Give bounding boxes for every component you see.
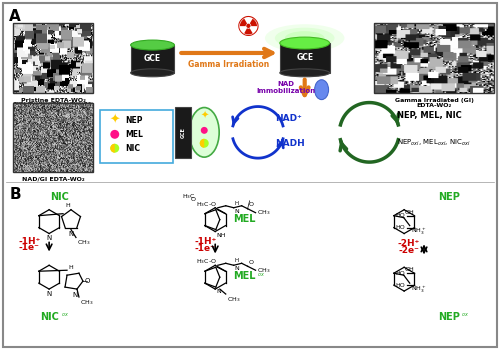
Text: H$_3$C: H$_3$C bbox=[182, 192, 196, 201]
Bar bbox=[374, 23, 494, 93]
Text: NADH: NADH bbox=[275, 139, 304, 148]
Text: ✦: ✦ bbox=[200, 111, 208, 120]
Text: -1e⁻: -1e⁻ bbox=[19, 244, 40, 252]
Text: GCE: GCE bbox=[144, 55, 161, 63]
Ellipse shape bbox=[285, 31, 325, 45]
Text: B: B bbox=[10, 187, 21, 202]
Text: A: A bbox=[10, 9, 21, 25]
FancyBboxPatch shape bbox=[100, 110, 174, 163]
Text: O: O bbox=[190, 197, 196, 202]
Text: NH$_3^+$: NH$_3^+$ bbox=[410, 226, 426, 237]
Text: GCE: GCE bbox=[181, 127, 186, 138]
FancyBboxPatch shape bbox=[130, 45, 174, 73]
Bar bbox=[14, 23, 93, 93]
Text: NAD
Immobilization: NAD Immobilization bbox=[256, 81, 316, 94]
Text: $^{ox}$: $^{ox}$ bbox=[61, 312, 69, 318]
Text: O: O bbox=[248, 260, 254, 265]
Text: NEP: NEP bbox=[438, 312, 460, 322]
Ellipse shape bbox=[190, 107, 219, 157]
Text: N: N bbox=[217, 289, 222, 294]
Ellipse shape bbox=[130, 40, 174, 50]
Text: H$_3$C-O: H$_3$C-O bbox=[196, 200, 216, 209]
Text: N: N bbox=[72, 292, 78, 298]
Ellipse shape bbox=[314, 80, 328, 100]
Text: CH$_3$: CH$_3$ bbox=[226, 295, 240, 304]
Ellipse shape bbox=[201, 127, 207, 134]
Text: NH: NH bbox=[217, 232, 226, 238]
Text: NEP$_{oxi}$, MEL$_{oxi}$, NIC$_{oxi}$: NEP$_{oxi}$, MEL$_{oxi}$, NIC$_{oxi}$ bbox=[397, 138, 471, 148]
Text: CH$_3$: CH$_3$ bbox=[256, 266, 270, 275]
Ellipse shape bbox=[110, 144, 119, 153]
Text: Gamma Irradiation: Gamma Irradiation bbox=[188, 60, 270, 69]
FancyBboxPatch shape bbox=[176, 106, 192, 158]
Ellipse shape bbox=[265, 24, 344, 52]
Ellipse shape bbox=[280, 69, 330, 77]
Text: HO: HO bbox=[396, 213, 406, 218]
Text: -1H⁺: -1H⁺ bbox=[194, 238, 216, 246]
Text: N: N bbox=[234, 209, 240, 214]
Text: Pristine EDTA-WO₂: Pristine EDTA-WO₂ bbox=[20, 98, 86, 103]
Text: -1e⁻: -1e⁻ bbox=[195, 244, 216, 253]
Text: ☢: ☢ bbox=[236, 14, 260, 42]
Text: H: H bbox=[234, 201, 239, 206]
Text: ✦: ✦ bbox=[110, 114, 120, 127]
Text: H: H bbox=[68, 265, 73, 270]
Text: $^{ox}$: $^{ox}$ bbox=[461, 312, 469, 318]
Ellipse shape bbox=[110, 130, 119, 139]
Text: MEL: MEL bbox=[233, 271, 256, 281]
Text: NAD⁺: NAD⁺ bbox=[275, 114, 301, 123]
Text: HO: HO bbox=[396, 271, 406, 276]
Text: N: N bbox=[46, 235, 52, 241]
Ellipse shape bbox=[280, 37, 330, 49]
Text: NEP: NEP bbox=[126, 116, 143, 125]
Text: HO: HO bbox=[396, 282, 406, 288]
Ellipse shape bbox=[275, 28, 334, 49]
FancyBboxPatch shape bbox=[4, 4, 496, 346]
Wedge shape bbox=[110, 144, 115, 153]
Text: HO: HO bbox=[396, 225, 406, 230]
Text: N: N bbox=[234, 266, 240, 271]
Text: CH$_3$: CH$_3$ bbox=[256, 208, 270, 217]
Text: NIC: NIC bbox=[40, 312, 58, 322]
Text: CH$_3$: CH$_3$ bbox=[80, 298, 94, 307]
Text: $^{ox}$: $^{ox}$ bbox=[256, 271, 264, 277]
Text: Gamma Irradiated (GI)
EDTA-WO₂: Gamma Irradiated (GI) EDTA-WO₂ bbox=[394, 98, 473, 108]
Text: CH$_3$: CH$_3$ bbox=[77, 238, 90, 247]
Text: -1H⁺: -1H⁺ bbox=[18, 237, 40, 245]
Text: NEP: NEP bbox=[438, 192, 460, 202]
Text: OH: OH bbox=[404, 210, 414, 215]
Text: NEP, MEL, NIC: NEP, MEL, NIC bbox=[397, 111, 462, 120]
Text: O: O bbox=[248, 202, 254, 207]
Ellipse shape bbox=[130, 69, 174, 77]
Text: -2e⁻: -2e⁻ bbox=[398, 246, 419, 256]
Text: N: N bbox=[46, 290, 52, 296]
Text: NIC: NIC bbox=[50, 192, 68, 202]
Wedge shape bbox=[200, 139, 204, 148]
Wedge shape bbox=[200, 139, 208, 148]
Text: NAD/GI EDTA-WO₂: NAD/GI EDTA-WO₂ bbox=[22, 177, 84, 182]
Text: N: N bbox=[68, 231, 73, 237]
Text: OH: OH bbox=[404, 267, 414, 272]
Text: MEL: MEL bbox=[126, 130, 144, 139]
Text: GCE: GCE bbox=[296, 54, 314, 62]
Text: -2H⁺: -2H⁺ bbox=[398, 239, 420, 248]
Text: MEL: MEL bbox=[233, 214, 256, 224]
Bar bbox=[14, 103, 93, 172]
Text: O: O bbox=[85, 278, 90, 284]
Text: NH$_3^+$: NH$_3^+$ bbox=[410, 284, 426, 295]
FancyBboxPatch shape bbox=[280, 43, 330, 73]
Text: H: H bbox=[66, 203, 70, 208]
Text: H$_3$C-O: H$_3$C-O bbox=[196, 257, 216, 266]
Text: H: H bbox=[234, 258, 239, 263]
Text: NIC: NIC bbox=[126, 144, 140, 153]
